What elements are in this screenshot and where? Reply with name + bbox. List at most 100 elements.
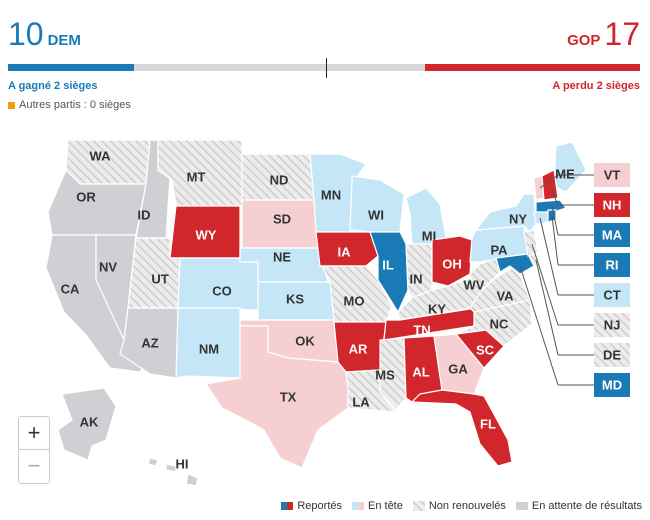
zoom-out-button[interactable]: − (27, 453, 41, 478)
other-parties-text: Autres partis : 0 sièges (19, 99, 131, 111)
state-label-va: VA (496, 288, 514, 303)
state-label-ne: NE (273, 249, 291, 264)
legend-called-gop-swatch (287, 502, 294, 510)
state-label-co: CO (212, 283, 232, 298)
gop-loss-text: A perdu 2 sièges (552, 80, 640, 92)
callout-box-nh[interactable] (594, 193, 630, 217)
callout-leader-md (519, 265, 559, 386)
state-label-id: ID (138, 207, 151, 222)
state-label-oh: OH (442, 256, 462, 271)
state-label-sc: SC (476, 342, 495, 357)
callout-leader-nh (549, 185, 559, 206)
results-header: 10 DEM GOP 17 A gagné 2 sièges A perdu 2… (0, 0, 650, 140)
state-label-nc: NC (490, 316, 509, 331)
legend-awaiting-swatch (515, 502, 528, 510)
other-parties-note: Autres partis : 0 sièges (8, 99, 131, 111)
legend-leading-label: En tête (368, 500, 403, 512)
state-label-ms: MS (375, 367, 395, 382)
state-label-tn: TN (413, 322, 430, 337)
state-label-ok: OK (295, 333, 315, 348)
state-label-la: LA (352, 394, 370, 409)
callout-box-ma[interactable] (594, 223, 630, 247)
state-label-ak: AK (80, 414, 99, 429)
state-FL[interactable] (410, 389, 513, 467)
state-label-nd: ND (270, 172, 289, 187)
callout-label-nh: NH (603, 197, 622, 212)
zoom-control: + − (18, 416, 50, 484)
legend-leading-gop-swatch (358, 502, 364, 510)
legend-called-label: Reportés (297, 500, 342, 512)
majority-marker (326, 58, 327, 78)
state-label-ar: AR (349, 341, 368, 356)
state-label-wy: WY (196, 227, 217, 242)
state-label-nm: NM (199, 341, 219, 356)
gop-seat-count: GOP 17 (563, 18, 640, 50)
state-label-ks: KS (286, 291, 304, 306)
state-label-az: AZ (141, 335, 158, 350)
state-label-fl: FL (480, 416, 496, 431)
legend-awaiting: En attente de résultats (515, 500, 642, 512)
state-label-sd: SD (273, 211, 291, 226)
callout-label-nj: NJ (604, 317, 621, 332)
dem-count: 10 (8, 16, 44, 52)
callout-leader-de (535, 259, 559, 356)
state-AK[interactable] (57, 387, 117, 461)
dem-seat-count: 10 DEM (8, 18, 85, 50)
state-WI[interactable] (349, 175, 405, 233)
callout-leader-ct (539, 217, 559, 296)
state-label-il: IL (382, 257, 394, 272)
state-label-in: IN (410, 271, 423, 286)
state-NY[interactable] (474, 193, 537, 233)
dem-gain-text: A gagné 2 sièges (8, 80, 98, 92)
state-label-nv: NV (99, 259, 117, 274)
gop-count: 17 (604, 16, 640, 52)
callout-box-md[interactable] (594, 373, 630, 397)
state-label-wi: WI (368, 207, 384, 222)
state-IL[interactable] (369, 231, 409, 314)
state-GA[interactable] (433, 333, 485, 395)
gop-label: GOP (567, 32, 601, 49)
callout-box-ct[interactable] (594, 283, 630, 307)
callout-label-ct: CT (603, 287, 620, 302)
state-label-ca: CA (61, 281, 80, 296)
state-label-wv: WV (464, 277, 485, 292)
balance-bar (8, 58, 640, 78)
dem-label: DEM (47, 32, 81, 49)
legend-not-up-swatch (412, 501, 425, 511)
state-TX[interactable] (204, 325, 349, 469)
legend-not-up: Non renouvelés (412, 500, 506, 512)
legend-leading-dem-swatch (352, 502, 358, 510)
state-label-tx: TX (280, 389, 297, 404)
callout-box-vt[interactable] (594, 163, 630, 187)
state-label-ut: UT (151, 271, 168, 286)
us-map: VT NH MA RI CT NJ DE MD WA OR CA NV ID MT WY UT AZ CO NM N… (45, 140, 630, 487)
state-label-ia: IA (338, 244, 352, 259)
state-IA[interactable] (315, 231, 379, 267)
state-NC[interactable] (455, 299, 533, 347)
callout-box-de[interactable] (594, 343, 630, 367)
state-label-ky: KY (428, 301, 446, 316)
callout-label-vt: VT (604, 167, 621, 182)
zoom-in-button[interactable]: + (19, 417, 49, 450)
state-label-pa: PA (490, 242, 508, 257)
legend-called-dem-swatch (281, 502, 288, 510)
callout-label-de: DE (603, 347, 621, 362)
callout-leader-ri (551, 215, 559, 266)
callout-label-ma: MA (602, 227, 623, 242)
map-legend: Reportés En tête Non renouvelés En atten… (271, 500, 642, 512)
legend-awaiting-label: En attente de résultats (531, 500, 642, 512)
state-NM[interactable] (175, 307, 241, 379)
state-labels: WA OR CA NV ID MT WY UT AZ CO NM ND SD NE KS OK TX MN IA MO… (61, 148, 575, 471)
callout-box-ri[interactable] (594, 253, 630, 277)
state-HI[interactable] (147, 457, 199, 487)
other-parties-swatch (8, 101, 15, 109)
state-label-or: OR (76, 189, 96, 204)
state-label-mt: MT (187, 169, 206, 184)
state-label-mn: MN (321, 187, 341, 202)
state-label-me: ME (555, 166, 575, 181)
callout-box-nj[interactable] (594, 313, 630, 337)
state-MO[interactable] (321, 265, 393, 323)
state-label-mo: MO (344, 293, 365, 308)
state-label-mi: MI (422, 228, 436, 243)
legend-leading: En tête (352, 500, 403, 512)
